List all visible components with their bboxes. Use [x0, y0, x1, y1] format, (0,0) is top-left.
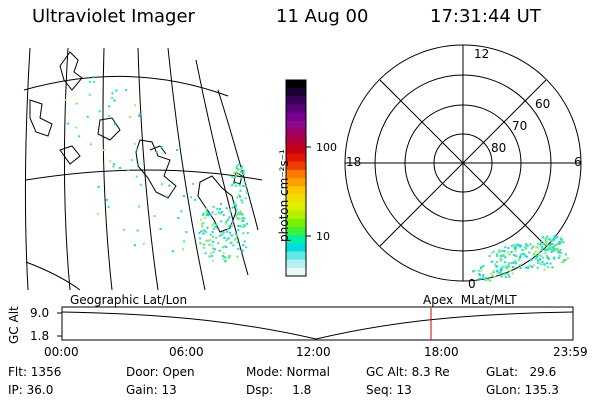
colorbar-tick-100: 100 — [316, 141, 337, 154]
timeline-tick-1800: 18:00 — [424, 345, 459, 359]
gain-value: Gain: 13 — [126, 383, 177, 397]
timeline-right-label: Apex MLat/MLT — [423, 293, 517, 307]
mlt-label-18: 18 — [346, 155, 362, 169]
colorbar-unit-label: photon cm⁻²s⁻¹ — [277, 149, 291, 242]
altitude-timeline — [57, 306, 574, 341]
intensity-colorbar — [285, 79, 311, 277]
mode-value: Mode: Normal — [246, 365, 330, 379]
polar-mlat-mlt-plot — [344, 44, 582, 282]
mlt-label-6: 6 — [574, 155, 582, 169]
ip-value: IP: 36.0 — [8, 383, 54, 397]
geographic-latitude: GLat: 29.6 — [486, 365, 557, 379]
polar-aurora-emission — [472, 235, 569, 282]
timeline-tick-1200: 12:00 — [296, 345, 331, 359]
timeline-ymin: 1.8 — [30, 329, 50, 343]
timeline-tick-0600: 06:00 — [169, 345, 204, 359]
geographic-map — [23, 47, 263, 291]
geo-aurora-emission — [64, 76, 249, 263]
timeline-left-label: Geographic Lat/Lon — [70, 293, 188, 307]
gc-altitude: GC Alt: 8.3 Re — [366, 365, 450, 379]
dsp-value: Dsp: 1.8 — [246, 383, 312, 397]
instrument-title: Ultraviolet Imager — [32, 6, 195, 27]
sequence-number: Seq: 13 — [366, 383, 412, 397]
date-label: 11 Aug 00 — [276, 6, 369, 27]
flight-number: Flt: 1356 — [8, 365, 62, 379]
colorbar-tick-10: 10 — [316, 230, 330, 243]
timeline-tick-0000: 00:00 — [44, 345, 79, 359]
altitude-curve — [61, 311, 574, 340]
timeline-tick-2359: 23:59 — [553, 345, 588, 359]
door-status: Door: Open — [126, 365, 195, 379]
mlt-label-0: 0 — [468, 277, 476, 291]
lat-label-70: 70 — [512, 119, 528, 133]
time-label: 17:31:44 UT — [430, 6, 541, 27]
mlt-label-12: 12 — [474, 47, 490, 61]
timeline-axis-title: GC Alt — [7, 306, 21, 344]
geographic-longitude: GLon: 135.3 — [486, 383, 559, 397]
timeline-ymax: 9.0 — [30, 306, 50, 320]
lat-label-60: 60 — [535, 97, 551, 111]
lat-label-80: 80 — [491, 141, 507, 155]
